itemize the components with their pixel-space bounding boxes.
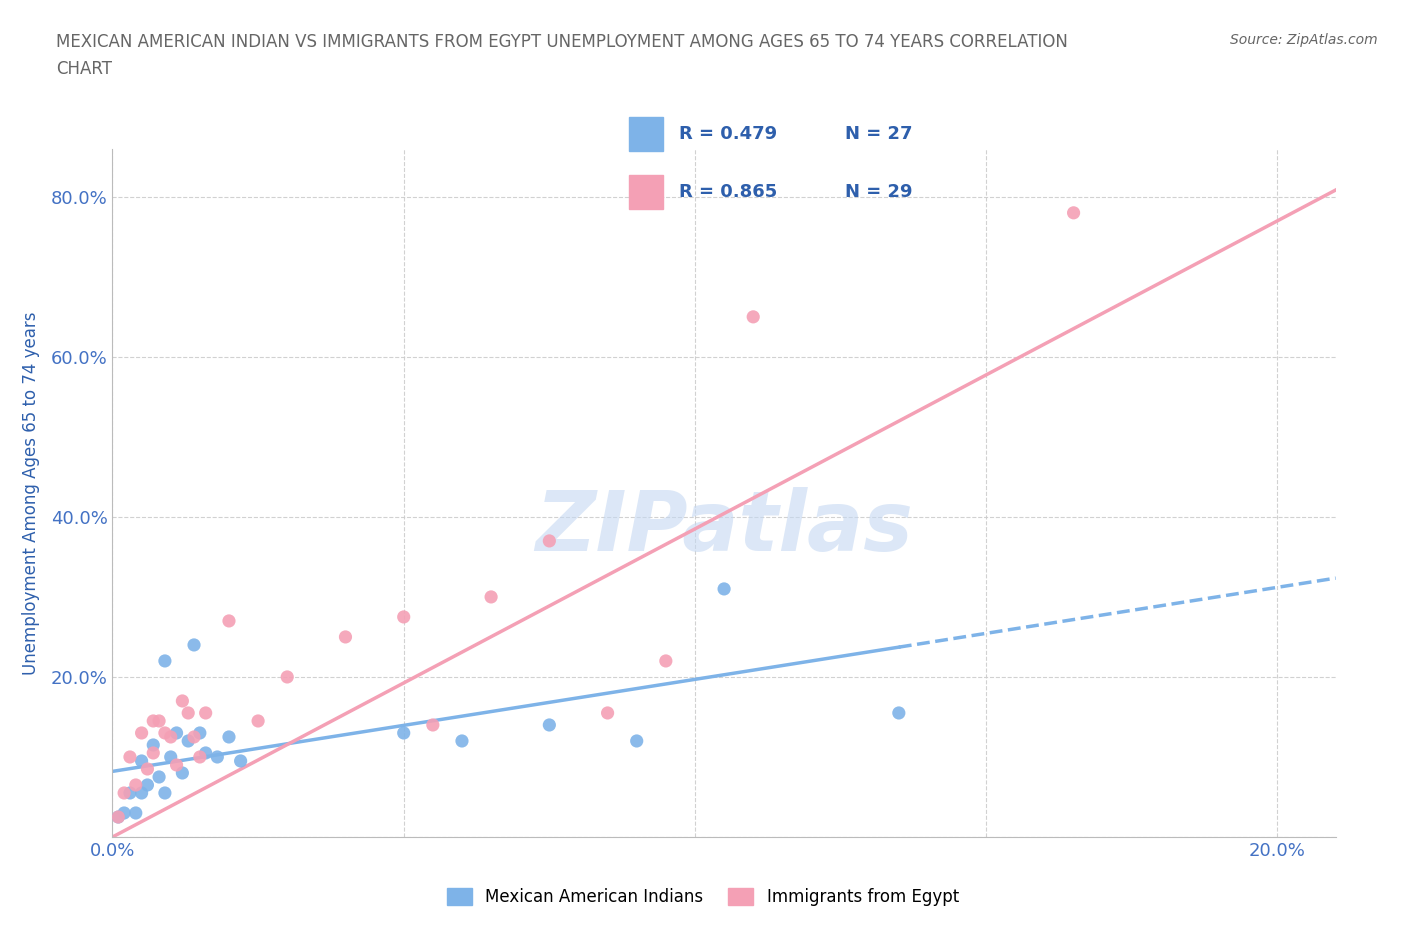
- Point: [335, 630, 357, 644]
- Point: [153, 654, 176, 669]
- Point: [538, 534, 561, 549]
- Point: [194, 746, 217, 761]
- Point: [451, 734, 474, 749]
- Point: [142, 737, 165, 752]
- Point: [107, 809, 129, 824]
- Point: [422, 718, 444, 733]
- Point: [596, 706, 619, 721]
- Text: R = 0.479: R = 0.479: [679, 125, 778, 142]
- Point: [153, 786, 176, 801]
- Point: [479, 590, 502, 604]
- Point: [166, 725, 188, 740]
- Text: CHART: CHART: [56, 60, 112, 78]
- Point: [166, 758, 188, 773]
- Point: [131, 753, 153, 768]
- Point: [136, 762, 159, 777]
- Point: [125, 805, 148, 820]
- Bar: [628, 117, 662, 151]
- Point: [125, 777, 148, 792]
- Point: [142, 746, 165, 761]
- Bar: [628, 175, 662, 208]
- Point: [177, 734, 200, 749]
- Point: [276, 670, 298, 684]
- Point: [1063, 206, 1085, 220]
- Point: [148, 769, 170, 784]
- Point: [392, 609, 415, 624]
- Text: R = 0.865: R = 0.865: [679, 183, 778, 201]
- Point: [194, 706, 217, 721]
- Text: N = 29: N = 29: [845, 183, 912, 201]
- Point: [229, 753, 252, 768]
- Point: [742, 310, 765, 325]
- Point: [112, 786, 135, 801]
- Legend: Mexican American Indians, Immigrants from Egypt: Mexican American Indians, Immigrants fro…: [440, 881, 966, 912]
- Y-axis label: Unemployment Among Ages 65 to 74 years: Unemployment Among Ages 65 to 74 years: [21, 312, 39, 674]
- Point: [159, 750, 181, 764]
- Point: [159, 729, 181, 744]
- Point: [218, 729, 240, 744]
- Point: [153, 725, 176, 740]
- Point: [887, 706, 910, 721]
- Point: [177, 706, 200, 721]
- Point: [131, 786, 153, 801]
- Point: [655, 654, 678, 669]
- Point: [172, 765, 194, 780]
- Point: [218, 614, 240, 629]
- Point: [112, 805, 135, 820]
- Text: N = 27: N = 27: [845, 125, 912, 142]
- Point: [183, 729, 205, 744]
- Point: [183, 637, 205, 652]
- Point: [107, 809, 129, 824]
- Point: [626, 734, 648, 749]
- Point: [118, 786, 141, 801]
- Point: [136, 777, 159, 792]
- Point: [148, 713, 170, 728]
- Text: ZIPatlas: ZIPatlas: [536, 486, 912, 568]
- Point: [188, 725, 211, 740]
- Point: [247, 713, 270, 728]
- Point: [392, 725, 415, 740]
- Point: [118, 750, 141, 764]
- Point: [131, 725, 153, 740]
- Text: Source: ZipAtlas.com: Source: ZipAtlas.com: [1230, 33, 1378, 46]
- Point: [713, 581, 735, 596]
- Point: [538, 718, 561, 733]
- Point: [207, 750, 229, 764]
- Point: [172, 694, 194, 709]
- Point: [188, 750, 211, 764]
- Point: [142, 713, 165, 728]
- Text: MEXICAN AMERICAN INDIAN VS IMMIGRANTS FROM EGYPT UNEMPLOYMENT AMONG AGES 65 TO 7: MEXICAN AMERICAN INDIAN VS IMMIGRANTS FR…: [56, 33, 1069, 50]
